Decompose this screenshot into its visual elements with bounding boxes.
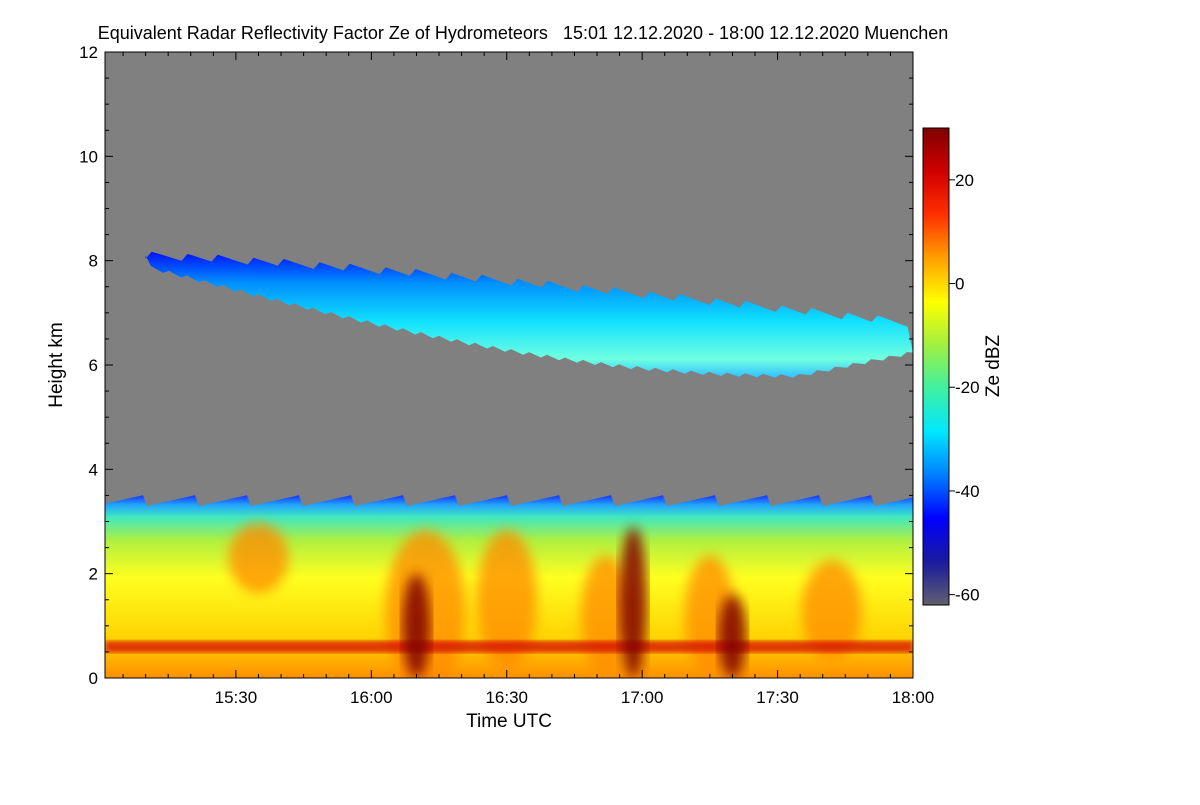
y-tick-label: 8 (89, 252, 98, 271)
colorbar-tick-label: -40 (955, 482, 980, 501)
y-tick-label: 6 (89, 356, 98, 375)
x-axis-label: Time UTC (466, 711, 552, 732)
precipitation-core (402, 573, 431, 678)
colorbar-tick-label: -20 (955, 378, 980, 397)
y-axis-label: Height km (46, 322, 67, 408)
colorbar-label: Ze dBZ (983, 334, 1004, 397)
precipitation-core (619, 526, 648, 678)
x-tick-label: 16:30 (485, 688, 528, 707)
y-tick-label: 2 (89, 565, 98, 584)
colorbar: 20 0 -20 -40 -60 Ze dBZ (922, 127, 1004, 606)
x-tick-label: 17:00 (621, 688, 664, 707)
precipitation-core (718, 594, 747, 678)
colorbar-rect (922, 127, 950, 606)
x-tick-label: 15:30 (215, 688, 258, 707)
y-tick-label: 10 (79, 147, 98, 166)
melting-layer-band (105, 640, 913, 653)
colorbar-tick-label: 20 (955, 171, 974, 190)
y-tick-label: 12 (79, 43, 98, 62)
y-tick-label: 4 (89, 460, 98, 479)
y-axis: 0 2 4 6 8 10 12 (79, 43, 913, 688)
colorbar-tick-label: -60 (955, 586, 980, 605)
chart-title: Equivalent Radar Reflectivity Factor Ze … (98, 23, 949, 43)
colorbar-tick-label: 0 (955, 275, 964, 294)
y-tick-label: 0 (89, 669, 98, 688)
x-axis: 15:30 16:00 16:30 17:00 17:30 18:00 (122, 52, 935, 707)
plot-area (104, 51, 914, 679)
upper-cloud-layer (145, 251, 913, 378)
x-tick-label: 17:30 (756, 688, 799, 707)
x-tick-label: 18:00 (892, 688, 935, 707)
x-tick-label: 16:00 (350, 688, 393, 707)
